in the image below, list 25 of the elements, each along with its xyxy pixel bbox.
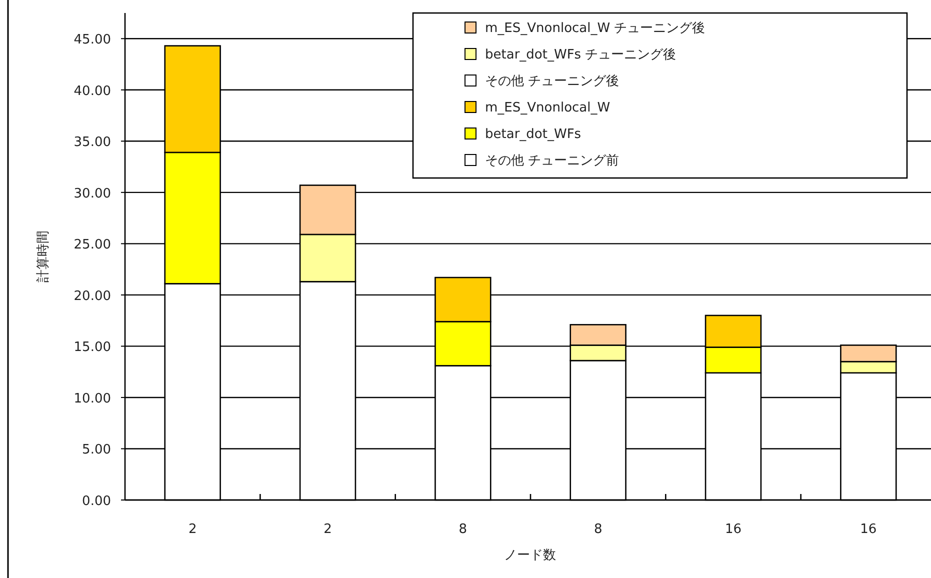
y-tick-label: 5.00 [82, 442, 111, 458]
y-tick-label: 30.00 [74, 186, 111, 202]
x-tick-label: 2 [188, 522, 197, 537]
bar [840, 360, 897, 374]
y-tick-label: 10.00 [74, 391, 111, 406]
y-tick-label: 40.00 [74, 84, 111, 99]
x-tick-label: 8 [458, 522, 468, 537]
x-axis-title: ノード数 [504, 548, 556, 563]
legend-label: betar_dot_WFs [485, 127, 582, 142]
x-tick-label: 16 [724, 522, 742, 537]
y-tick-label: 20.00 [74, 288, 111, 304]
x-tick-label: 2 [324, 522, 332, 537]
y-tick-label: 25.00 [74, 238, 111, 253]
legend-label: その他 チューニング後 [485, 74, 620, 89]
legend-label: betar_dot_WFs チューニング後 [485, 48, 676, 62]
legend-label: その他 チューニング前 [485, 154, 620, 168]
y-tick-label: 0.00 [82, 494, 111, 509]
legend-label: m_ES_Vnonlocal_W チューニング後 [485, 21, 706, 36]
x-tick-label: 8 [594, 522, 602, 537]
y-axis-title: 計算時間 [36, 230, 51, 282]
y-tick-label: 45.00 [74, 32, 111, 48]
y-tick-label: 35.00 [74, 135, 111, 150]
y-tick-label: 15.00 [74, 340, 111, 356]
x-tick-label: 16 [860, 522, 877, 537]
legend-label: m_ES_Vnonlocal_W [485, 100, 610, 116]
